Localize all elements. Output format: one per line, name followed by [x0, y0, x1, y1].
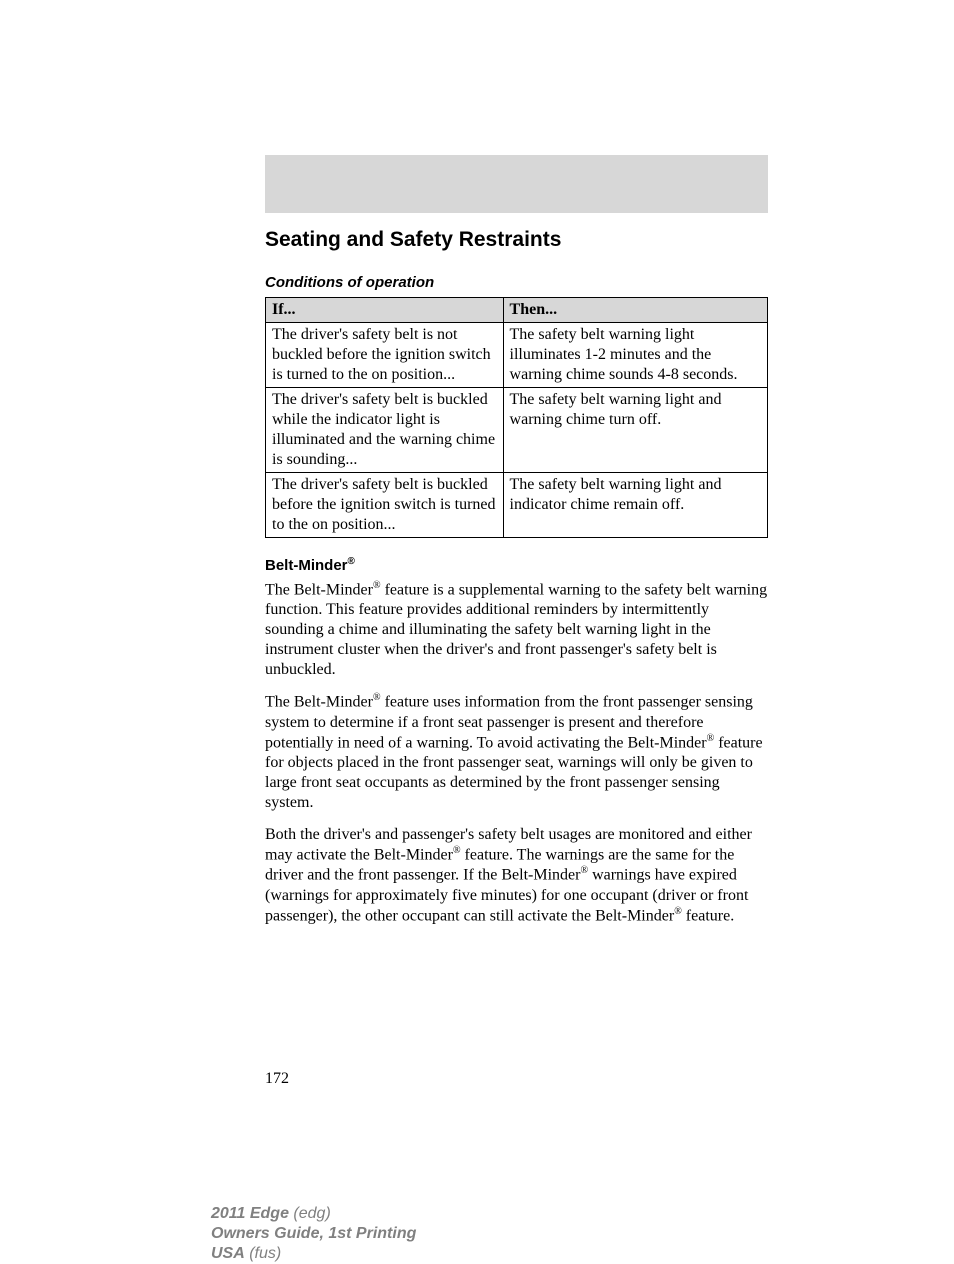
page-number: 172 — [265, 1070, 289, 1088]
registered-icon: ® — [453, 845, 461, 856]
footer-region-code: (fus) — [245, 1245, 281, 1262]
table-cell-then: The safety belt warning light and indica… — [503, 473, 767, 538]
text-run: The Belt-Minder — [265, 694, 373, 711]
belt-minder-heading: Belt-Minder® — [265, 556, 768, 574]
registered-icon: ® — [580, 865, 588, 876]
belt-minder-paragraph-2: The Belt-Minder® feature uses informatio… — [265, 692, 768, 813]
table-cell-if: The driver's safety belt is buckled befo… — [266, 473, 504, 538]
table-header-if: If... — [266, 298, 504, 323]
footer-line-2: Owners Guide, 1st Printing — [211, 1224, 416, 1244]
registered-icon: ® — [674, 906, 682, 917]
registered-icon: ® — [373, 692, 381, 703]
footer-region: USA — [211, 1245, 245, 1262]
conditions-table: If... Then... The driver's safety belt i… — [265, 297, 768, 538]
registered-icon: ® — [348, 556, 355, 567]
registered-icon: ® — [373, 580, 381, 591]
footer-model: 2011 Edge — [211, 1205, 289, 1222]
page-content: Seating and Safety Restraints Conditions… — [265, 228, 768, 938]
table-cell-then: The safety belt warning light illuminate… — [503, 323, 767, 388]
footer-code: (edg) — [289, 1205, 331, 1222]
belt-minder-paragraph-3: Both the driver's and passenger's safety… — [265, 825, 768, 926]
table-cell-then: The safety belt warning light and warnin… — [503, 388, 767, 473]
table-cell-if: The driver's safety belt is not buckled … — [266, 323, 504, 388]
text-run: feature. — [682, 907, 734, 924]
header-gray-band — [265, 155, 768, 213]
belt-minder-paragraph-1: The Belt-Minder® feature is a supplement… — [265, 580, 768, 680]
table-row: The driver's safety belt is buckled befo… — [266, 473, 768, 538]
table-header-row: If... Then... — [266, 298, 768, 323]
section-title: Seating and Safety Restraints — [265, 228, 768, 252]
table-row: The driver's safety belt is buckled whil… — [266, 388, 768, 473]
footer-line-3: USA (fus) — [211, 1244, 416, 1264]
table-cell-if: The driver's safety belt is buckled whil… — [266, 388, 504, 473]
belt-minder-heading-text: Belt-Minder — [265, 557, 348, 574]
table-header-then: Then... — [503, 298, 767, 323]
subsection-heading: Conditions of operation — [265, 274, 768, 291]
footer-line-1: 2011 Edge (edg) — [211, 1204, 416, 1224]
text-run: The Belt-Minder — [265, 581, 373, 598]
table-row: The driver's safety belt is not buckled … — [266, 323, 768, 388]
footer-block: 2011 Edge (edg) Owners Guide, 1st Printi… — [211, 1204, 416, 1264]
